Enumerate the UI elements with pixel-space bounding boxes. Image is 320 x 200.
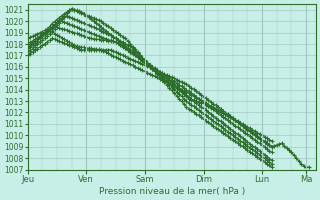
X-axis label: Pression niveau de la mer( hPa ): Pression niveau de la mer( hPa ): [99, 187, 245, 196]
